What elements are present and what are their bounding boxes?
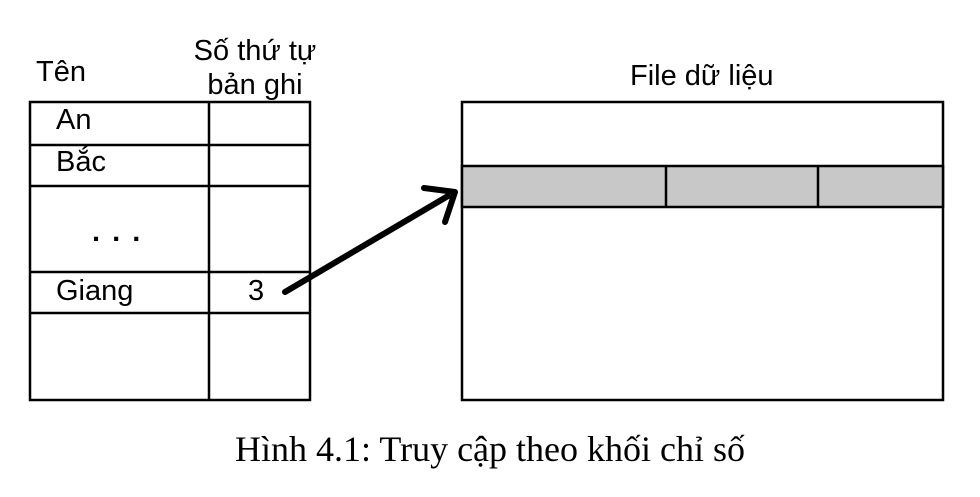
name-column-header: Tên xyxy=(36,56,86,88)
pointer-arrow-shaft xyxy=(282,193,451,295)
highlighted-record xyxy=(460,164,945,209)
index-row-name: An xyxy=(56,104,92,136)
index-row-name: Bắc xyxy=(56,146,106,178)
pointer-arrow-head xyxy=(421,185,458,225)
index-row-name: Giang xyxy=(56,275,134,307)
record-header-line-1: Số thứ tự xyxy=(193,35,317,67)
index-row-record: 3 xyxy=(248,275,265,307)
data-file-border xyxy=(460,100,945,402)
record-header-line-2: bản ghi xyxy=(207,69,303,101)
figure-caption: Hình 4.1: Truy cập theo khối chỉ số xyxy=(235,429,745,469)
index-row-ellipsis: . . . xyxy=(92,216,143,248)
data-file-label: File dữ liệu xyxy=(630,60,774,92)
record-number-column-header: Số thứ tự bản ghi xyxy=(180,34,330,102)
index-table-border xyxy=(28,100,312,402)
